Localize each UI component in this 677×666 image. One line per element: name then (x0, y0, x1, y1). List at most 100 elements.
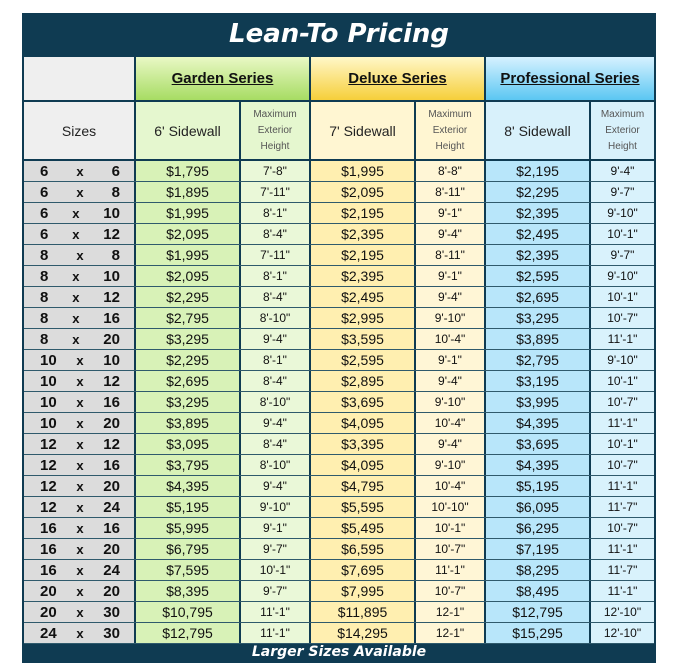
size-cell: 20 x 20 (24, 581, 136, 601)
deluxe-price-cell: $2,195 (311, 203, 416, 223)
size-width: 8 (40, 288, 49, 306)
pro-height-cell: 11'-7" (591, 497, 654, 517)
pro-height-cell: 9'-10" (591, 266, 654, 286)
deluxe-price-cell: $7,995 (311, 581, 416, 601)
size-length: 8 (111, 246, 120, 264)
table-row: 6 x 12 $2,095 8'-4" $2,395 9'-4" $2,495 10'-1" (24, 224, 654, 245)
pro-price-cell: $3,195 (486, 371, 591, 391)
size-cell: 6 x 10 (24, 203, 136, 223)
pro-price-cell: $15,295 (486, 623, 591, 643)
deluxe-height-cell: 9'-4" (416, 224, 486, 244)
garden-price-cell: $7,595 (136, 560, 241, 580)
table-row: 8 x 12 $2,295 8'-4" $2,495 9'-4" $2,695 10'-1" (24, 287, 654, 308)
deluxe-price-cell: $2,095 (311, 182, 416, 202)
deluxe-price-cell: $2,995 (311, 308, 416, 328)
size-length: 12 (103, 435, 120, 453)
pro-height-cell: 10'-7" (591, 455, 654, 475)
deluxe-height-cell: 9'-4" (416, 371, 486, 391)
size-width: 6 (40, 225, 49, 243)
size-separator: x (72, 205, 80, 221)
series-header-row: Garden Series Deluxe Series Professional… (24, 57, 654, 100)
size-length: 16 (103, 393, 120, 411)
size-cell: 6 x 6 (24, 161, 136, 181)
deluxe-height-cell: 10'-7" (416, 581, 486, 601)
pro-height-cell: 9'-10" (591, 203, 654, 223)
size-width: 8 (40, 246, 49, 264)
garden-price-cell: $3,295 (136, 392, 241, 412)
table-row: 20 x 20 $8,395 9'-7" $7,995 10'-7" $8,495 11'-1" (24, 581, 654, 602)
pro-height-cell: 10'-7" (591, 308, 654, 328)
size-separator: x (76, 583, 84, 599)
pro-max-height-header: Maximum Exterior Height (591, 102, 654, 159)
pro-price-cell: $2,595 (486, 266, 591, 286)
size-width: 6 (40, 204, 49, 222)
size-width: 12 (40, 477, 57, 495)
garden-height-cell: 11'-1" (241, 602, 311, 622)
size-length: 16 (103, 519, 120, 537)
pro-height-cell: 10'-7" (591, 392, 654, 412)
deluxe-price-cell: $11,895 (311, 602, 416, 622)
deluxe-price-cell: $7,695 (311, 560, 416, 580)
deluxe-height-cell: 8'-11" (416, 245, 486, 265)
size-separator: x (76, 436, 84, 452)
garden-sidewall-header: 6' Sidewall (136, 102, 241, 159)
pro-height-cell: 11'-1" (591, 413, 654, 433)
size-length: 24 (103, 498, 120, 516)
deluxe-height-cell: 12-1" (416, 602, 486, 622)
page-title: Lean-To Pricing (229, 19, 449, 49)
size-length: 16 (103, 456, 120, 474)
size-separator: x (76, 541, 84, 557)
pro-price-cell: $4,395 (486, 455, 591, 475)
garden-height-cell: 7'-11" (241, 182, 311, 202)
pro-price-cell: $2,695 (486, 287, 591, 307)
size-separator: x (76, 520, 84, 536)
garden-price-cell: $12,795 (136, 623, 241, 643)
size-separator: x (72, 268, 80, 284)
table-row: 12 x 16 $3,795 8'-10" $4,095 9'-10" $4,395 10'-7… (24, 455, 654, 476)
table-row: 16 x 16 $5,995 9'-1" $5,495 10'-1" $6,295 10'-7" (24, 518, 654, 539)
size-separator: x (76, 457, 84, 473)
garden-price-cell: $2,095 (136, 266, 241, 286)
size-cell: 6 x 12 (24, 224, 136, 244)
pro-height-cell: 10'-7" (591, 518, 654, 538)
pro-height-cell: 10'-1" (591, 434, 654, 454)
size-length: 16 (103, 309, 120, 327)
garden-height-cell: 9'-10" (241, 497, 311, 517)
size-cell: 10 x 10 (24, 350, 136, 370)
pro-price-cell: $2,395 (486, 245, 591, 265)
pro-height-cell: 11'-1" (591, 581, 654, 601)
garden-price-cell: $4,395 (136, 476, 241, 496)
size-length: 24 (103, 561, 120, 579)
garden-height-cell: 9'-4" (241, 413, 311, 433)
size-separator: x (72, 331, 80, 347)
size-cell: 8 x 20 (24, 329, 136, 349)
garden-price-cell: $5,995 (136, 518, 241, 538)
deluxe-height-cell: 10'-1" (416, 518, 486, 538)
table-row: 10 x 12 $2,695 8'-4" $2,895 9'-4" $3,195 10'-1" (24, 371, 654, 392)
pro-height-cell: 9'-7" (591, 245, 654, 265)
garden-price-cell: $2,695 (136, 371, 241, 391)
pro-height-cell: 10'-1" (591, 371, 654, 391)
size-length: 6 (111, 162, 120, 180)
sizes-header: Sizes (24, 102, 136, 159)
garden-height-cell: 7'-11" (241, 245, 311, 265)
garden-price-cell: $1,895 (136, 182, 241, 202)
deluxe-price-cell: $2,495 (311, 287, 416, 307)
pro-price-cell: $6,095 (486, 497, 591, 517)
size-width: 10 (40, 351, 57, 369)
size-separator: x (76, 163, 84, 179)
garden-height-cell: 8'-4" (241, 371, 311, 391)
deluxe-price-cell: $2,595 (311, 350, 416, 370)
pro-height-cell: 10'-1" (591, 287, 654, 307)
garden-price-cell: $3,295 (136, 329, 241, 349)
size-length: 20 (103, 477, 120, 495)
garden-height-cell: 9'-7" (241, 581, 311, 601)
size-width: 6 (40, 162, 49, 180)
size-cell: 12 x 12 (24, 434, 136, 454)
size-length: 12 (103, 372, 120, 390)
column-header-row: Sizes 6' Sidewall Maximum Exterior Height … (24, 100, 654, 159)
pro-price-cell: $3,895 (486, 329, 591, 349)
deluxe-height-cell: 10'-4" (416, 476, 486, 496)
pro-height-cell: 12'-10" (591, 602, 654, 622)
size-separator: x (76, 604, 84, 620)
